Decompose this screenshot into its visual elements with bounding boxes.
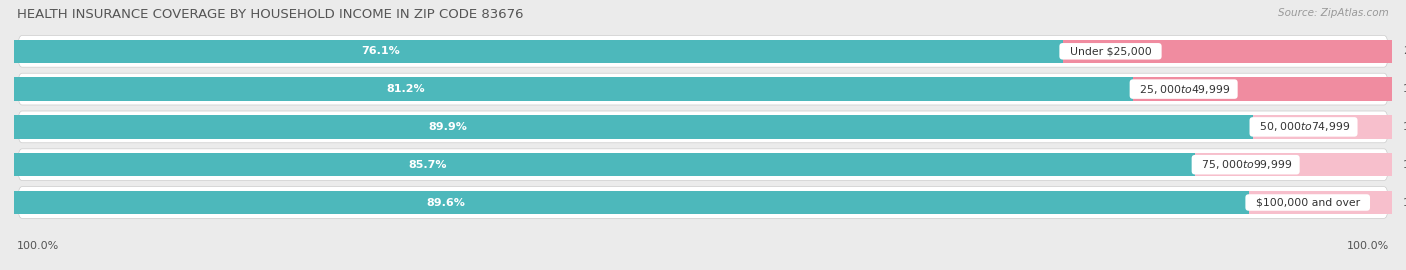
Text: Under $25,000: Under $25,000 [1063,46,1159,56]
Text: 89.6%: 89.6% [427,197,465,208]
Bar [14,115,1253,139]
Text: $100,000 and over: $100,000 and over [1249,197,1367,208]
FancyBboxPatch shape [18,73,1388,105]
Text: 10.1%: 10.1% [1403,122,1406,132]
Text: 14.3%: 14.3% [1403,160,1406,170]
Text: HEALTH INSURANCE COVERAGE BY HOUSEHOLD INCOME IN ZIP CODE 83676: HEALTH INSURANCE COVERAGE BY HOUSEHOLD I… [17,8,523,21]
Text: 100.0%: 100.0% [17,241,59,251]
Text: 85.7%: 85.7% [408,160,447,170]
Text: 100.0%: 100.0% [1347,241,1389,251]
Text: 89.9%: 89.9% [429,122,467,132]
Text: 76.1%: 76.1% [361,46,401,56]
Text: 81.2%: 81.2% [387,84,425,94]
Bar [14,191,1249,214]
Text: 18.8%: 18.8% [1403,84,1406,94]
Text: $25,000 to $49,999: $25,000 to $49,999 [1133,83,1234,96]
Bar [1249,191,1392,214]
Bar [1253,115,1392,139]
Bar [14,40,1063,63]
Bar [14,153,1195,176]
FancyBboxPatch shape [18,35,1388,67]
Text: 10.4%: 10.4% [1403,197,1406,208]
Bar [1195,153,1392,176]
Bar [1063,40,1392,63]
Legend: With Coverage, Without Coverage: With Coverage, Without Coverage [588,268,818,270]
Bar [14,77,1133,101]
FancyBboxPatch shape [18,187,1388,218]
Text: $75,000 to $99,999: $75,000 to $99,999 [1195,158,1296,171]
Text: 23.9%: 23.9% [1403,46,1406,56]
FancyBboxPatch shape [18,149,1388,181]
Bar [1133,77,1392,101]
Text: $50,000 to $74,999: $50,000 to $74,999 [1253,120,1354,133]
Text: Source: ZipAtlas.com: Source: ZipAtlas.com [1278,8,1389,18]
FancyBboxPatch shape [18,111,1388,143]
